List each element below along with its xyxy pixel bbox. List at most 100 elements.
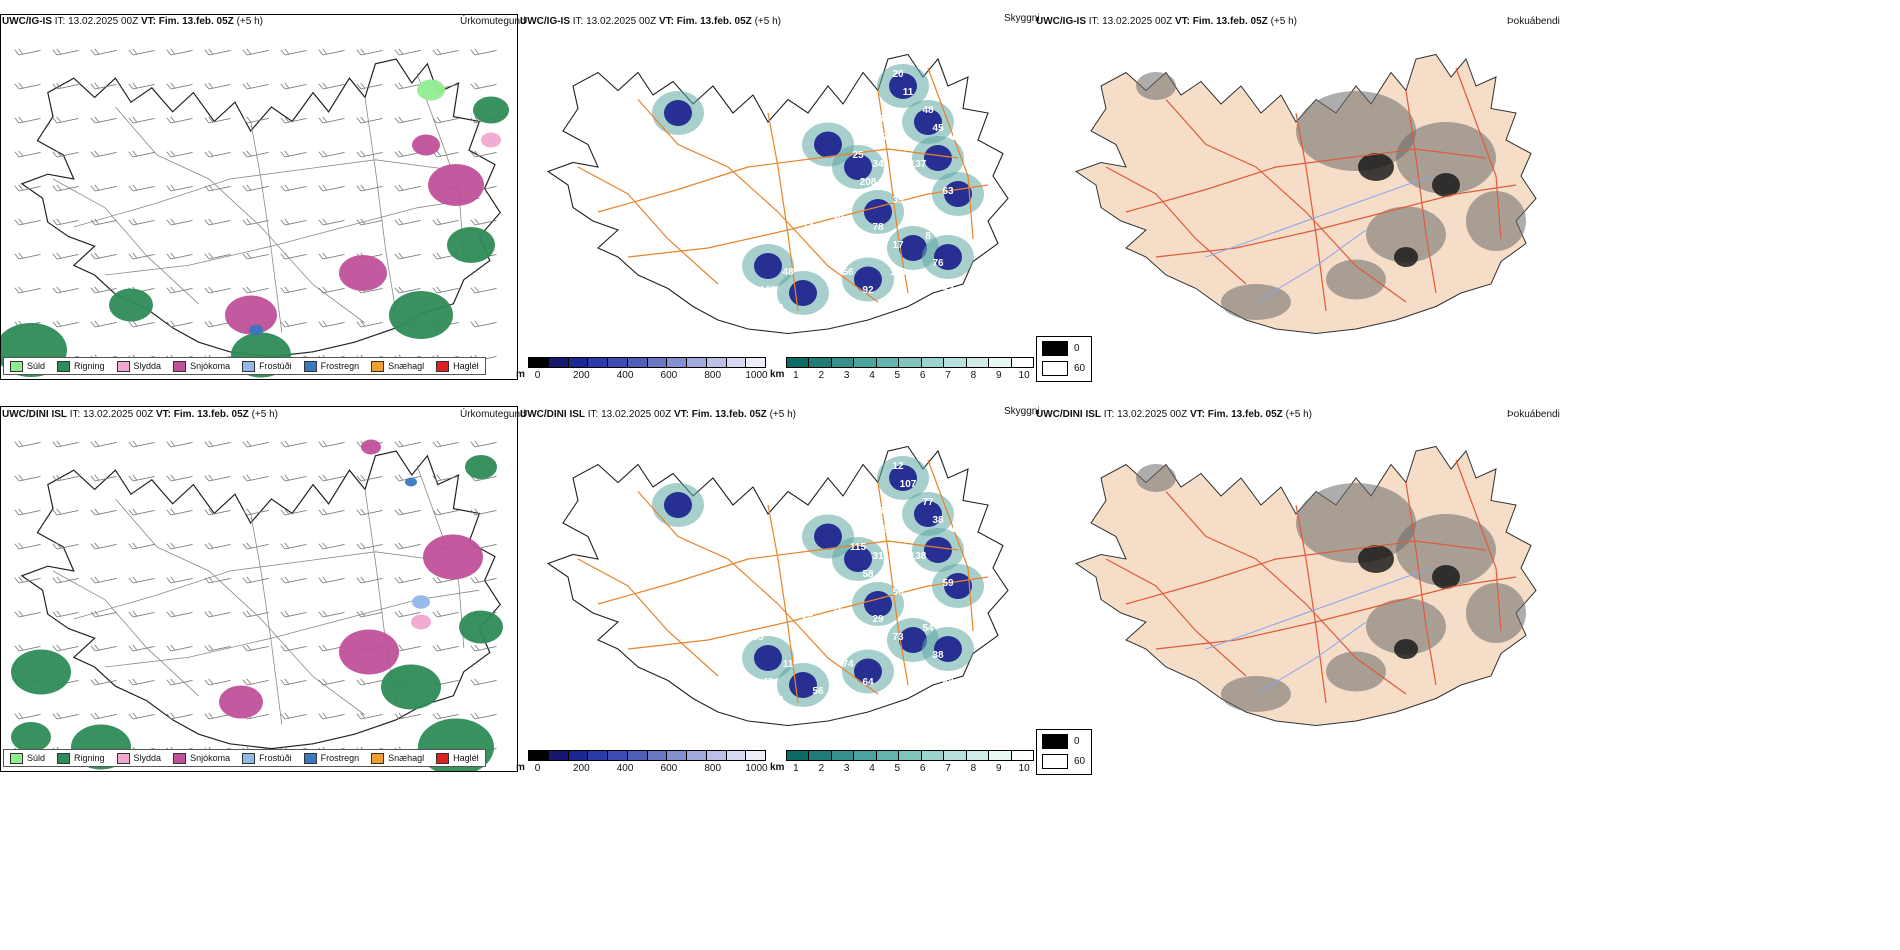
colorbar-step	[921, 751, 945, 760]
colorbar-tick: 10	[1018, 370, 1030, 381]
wind-barb	[128, 218, 155, 226]
cloud-map-canvas: 20 11 48 76 73 45 69 25 34 137 96 120 208 35 89 63 39 47 1…	[546, 53, 1009, 335]
wind-barb	[280, 82, 307, 90]
colorbar-step	[627, 751, 648, 760]
road-line	[1155, 184, 1517, 258]
wind-barb	[432, 48, 459, 56]
wind-barb	[128, 542, 155, 550]
road-line	[73, 551, 449, 620]
colorbar-step	[746, 751, 765, 760]
wind-barb	[166, 82, 193, 90]
wind-barb	[90, 116, 117, 124]
wind-barb	[242, 82, 269, 90]
wind-barb	[128, 440, 155, 448]
wind-barb	[280, 644, 307, 652]
wind-barb	[204, 440, 231, 448]
wind-barb	[14, 252, 41, 260]
cloud-base-value: 113	[910, 668, 927, 679]
fog-index-map-top	[1036, 14, 1556, 380]
road-line	[364, 97, 397, 314]
wind-barb	[432, 610, 459, 618]
wind-barb	[356, 610, 383, 618]
wind-barb	[470, 508, 497, 516]
wind-barb	[356, 320, 383, 328]
wind-barb	[394, 286, 421, 294]
legend-swatch	[371, 360, 385, 372]
colorbar-tick: 1	[793, 370, 799, 381]
legend-swatch	[116, 752, 130, 764]
wind-barb	[52, 644, 79, 652]
colorbar-step	[647, 358, 668, 367]
colorbar-step	[667, 358, 687, 367]
panel-header-top-3: UWC/IG-IS IT: 13.02.2025 00Z VT: Fim. 13…	[1036, 16, 1297, 27]
fog-legend-top: 0 60	[1036, 336, 1092, 382]
precip-type-map-bottom: Súld Rigning Slydda Snjókoma Frostúði Frostre…	[0, 406, 518, 772]
cloud-base-area	[934, 636, 962, 662]
colorbar-step	[726, 358, 747, 367]
wind-barb	[14, 116, 41, 124]
cloud-map-canvas: 12 107 77 46 68 38 67 115 31 138 82 159 58 56 21 59 15 93…	[546, 445, 1009, 727]
cloud-base-value: 96	[812, 168, 824, 179]
cloud-title-top: Skyggni	[1004, 13, 1040, 24]
wind-barb	[242, 678, 269, 686]
wind-barb	[90, 474, 117, 482]
colorbar-step	[529, 751, 549, 760]
precip-map-canvas	[11, 439, 503, 771]
wind-barb	[356, 576, 383, 584]
precip-title-bottom: Úrkomutegund	[460, 409, 526, 420]
wind-barb	[14, 184, 41, 192]
wind-barb	[204, 542, 231, 550]
panel-header-top-2: UWC/IG-IS IT: 13.02.2025 00Z VT: Fim. 13…	[520, 16, 781, 27]
cloud-base-value: 208	[860, 177, 877, 188]
legend-swatch	[173, 752, 187, 764]
cloud-base-area	[944, 573, 972, 599]
river-line	[1255, 229, 1367, 303]
road-line	[877, 90, 909, 294]
wind-barb	[242, 440, 269, 448]
cloud-base-value: 53	[822, 249, 834, 260]
cloud-base-value: 22	[952, 222, 964, 233]
cloud-base-area	[814, 523, 842, 550]
cloud-base-area	[889, 465, 917, 491]
wind-barb	[52, 218, 79, 226]
wind-barb	[128, 116, 155, 124]
legend-label: Súld	[27, 753, 46, 763]
wind-barb	[242, 610, 269, 618]
fog-area	[1326, 259, 1386, 300]
wind-barb	[52, 320, 79, 328]
precip-area	[459, 610, 503, 644]
legend-label: Frostúði	[259, 361, 292, 371]
road-line	[627, 184, 989, 258]
wind-barb	[280, 542, 307, 550]
legend-item: Frostúði	[242, 752, 292, 764]
visibility-colorbar-top: 1 2 3 4 5 6 7 8 9 10 km	[770, 357, 1034, 383]
panel-header-bottom-3: UWC/DINI ISL IT: 13.02.2025 00Z VT: Fim.…	[1036, 409, 1312, 420]
cloud-base-value: 54	[922, 623, 934, 634]
wind-barb	[14, 48, 41, 56]
wind-barb	[280, 610, 307, 618]
colorbar-tick: 7	[945, 370, 951, 381]
wind-barb	[318, 116, 345, 124]
precip-area	[339, 255, 387, 291]
wind-barb	[166, 440, 193, 448]
legend-label: Haglél	[453, 753, 479, 763]
colorbar-step	[989, 751, 1012, 760]
cloud-base-value: 69	[952, 132, 964, 143]
wind-barb	[356, 82, 383, 90]
cloud-base-value: 88	[942, 677, 954, 688]
colorbar-tick: 3	[843, 763, 850, 774]
wind-barb	[90, 440, 117, 448]
cloud-base-area	[754, 253, 782, 279]
cloud-base-area	[664, 492, 692, 518]
wind-barb	[90, 48, 117, 56]
wind-barb	[280, 712, 307, 720]
cloud-base-value: 46	[872, 506, 884, 517]
wind-barb	[280, 116, 307, 124]
cloud-base-value: 43	[952, 614, 964, 625]
colorbar-step	[809, 358, 832, 367]
wind-barb	[90, 678, 117, 686]
cloud-base-value: 48	[762, 677, 774, 688]
wind-barb	[280, 48, 307, 56]
cloud-base-value: 48	[922, 105, 934, 116]
colorbar-step	[899, 358, 922, 367]
